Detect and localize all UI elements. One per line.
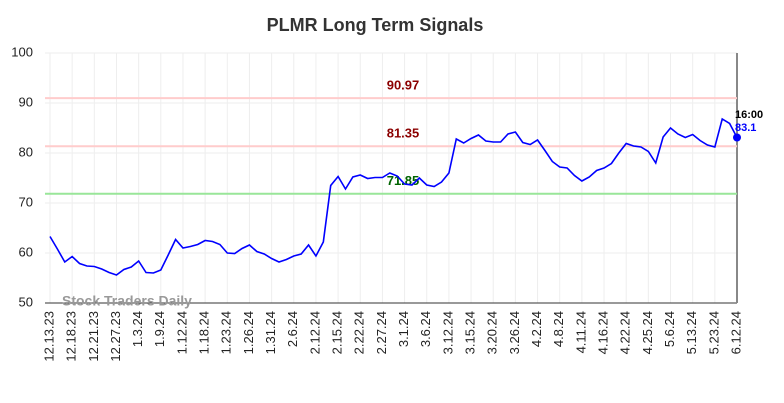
chart-title: PLMR Long Term Signals [267,15,484,35]
x-tick-label: 5.6.24 [662,311,677,347]
x-tick-label: 1.9.24 [152,311,167,347]
y-tick-label: 50 [19,294,33,309]
x-tick-label: 12.18.23 [64,311,79,362]
signal-label: 71.85 [387,173,420,188]
x-tick-label: 1.26.24 [241,311,256,354]
x-tick-label: 4.2.24 [529,311,544,347]
x-tick-label: 4.11.24 [573,311,588,353]
x-tick-label: 12.27.23 [108,311,123,362]
x-tick-label: 1.23.24 [219,311,234,354]
x-tick-label: 3.6.24 [418,311,433,347]
y-tick-label: 80 [19,144,33,159]
signal-label: 90.97 [387,78,420,93]
last-point [733,133,741,142]
x-tick-label: 4.22.24 [618,311,633,354]
x-tick-label: 2.6.24 [285,311,300,347]
x-tick-label: 5.13.24 [684,311,699,354]
x-tick-label: 4.16.24 [595,311,610,354]
y-tick-label: 70 [19,194,33,209]
signal-label: 81.35 [387,126,420,141]
x-tick-label: 3.20.24 [485,311,500,354]
x-tick-label: 4.25.24 [640,311,655,354]
last-value: 83.1 [735,122,756,134]
y-tick-label: 90 [19,94,33,109]
x-tick-label: 3.1.24 [396,311,411,347]
x-tick-label: 3.15.24 [463,311,478,354]
x-tick-label: 4.8.24 [551,311,566,347]
last-time: 16:00 [735,109,763,121]
x-tick-label: 5.23.24 [706,311,721,354]
x-tick-label: 1.12.24 [174,311,189,354]
x-tick-label: 2.15.24 [330,311,345,354]
x-tick-label: 1.3.24 [130,311,145,347]
x-tick-label: 3.12.24 [440,311,455,354]
x-tick-label: 1.31.24 [263,311,278,354]
x-tick-label: 2.12.24 [307,311,322,354]
x-tick-label: 2.27.24 [374,311,389,354]
watermark: Stock Traders Daily [62,293,192,309]
y-tick-label: 60 [19,244,33,259]
price-line [49,117,738,276]
x-tick-label: 12.21.23 [86,311,101,362]
x-tick-label: 1.18.24 [197,311,212,354]
y-tick-label: 100 [11,44,33,59]
x-tick-label: 12.13.23 [41,311,56,362]
x-tick-label: 6.12.24 [728,311,743,354]
x-tick-label: 3.26.24 [507,311,522,354]
x-tick-label: 2.22.24 [352,311,367,354]
